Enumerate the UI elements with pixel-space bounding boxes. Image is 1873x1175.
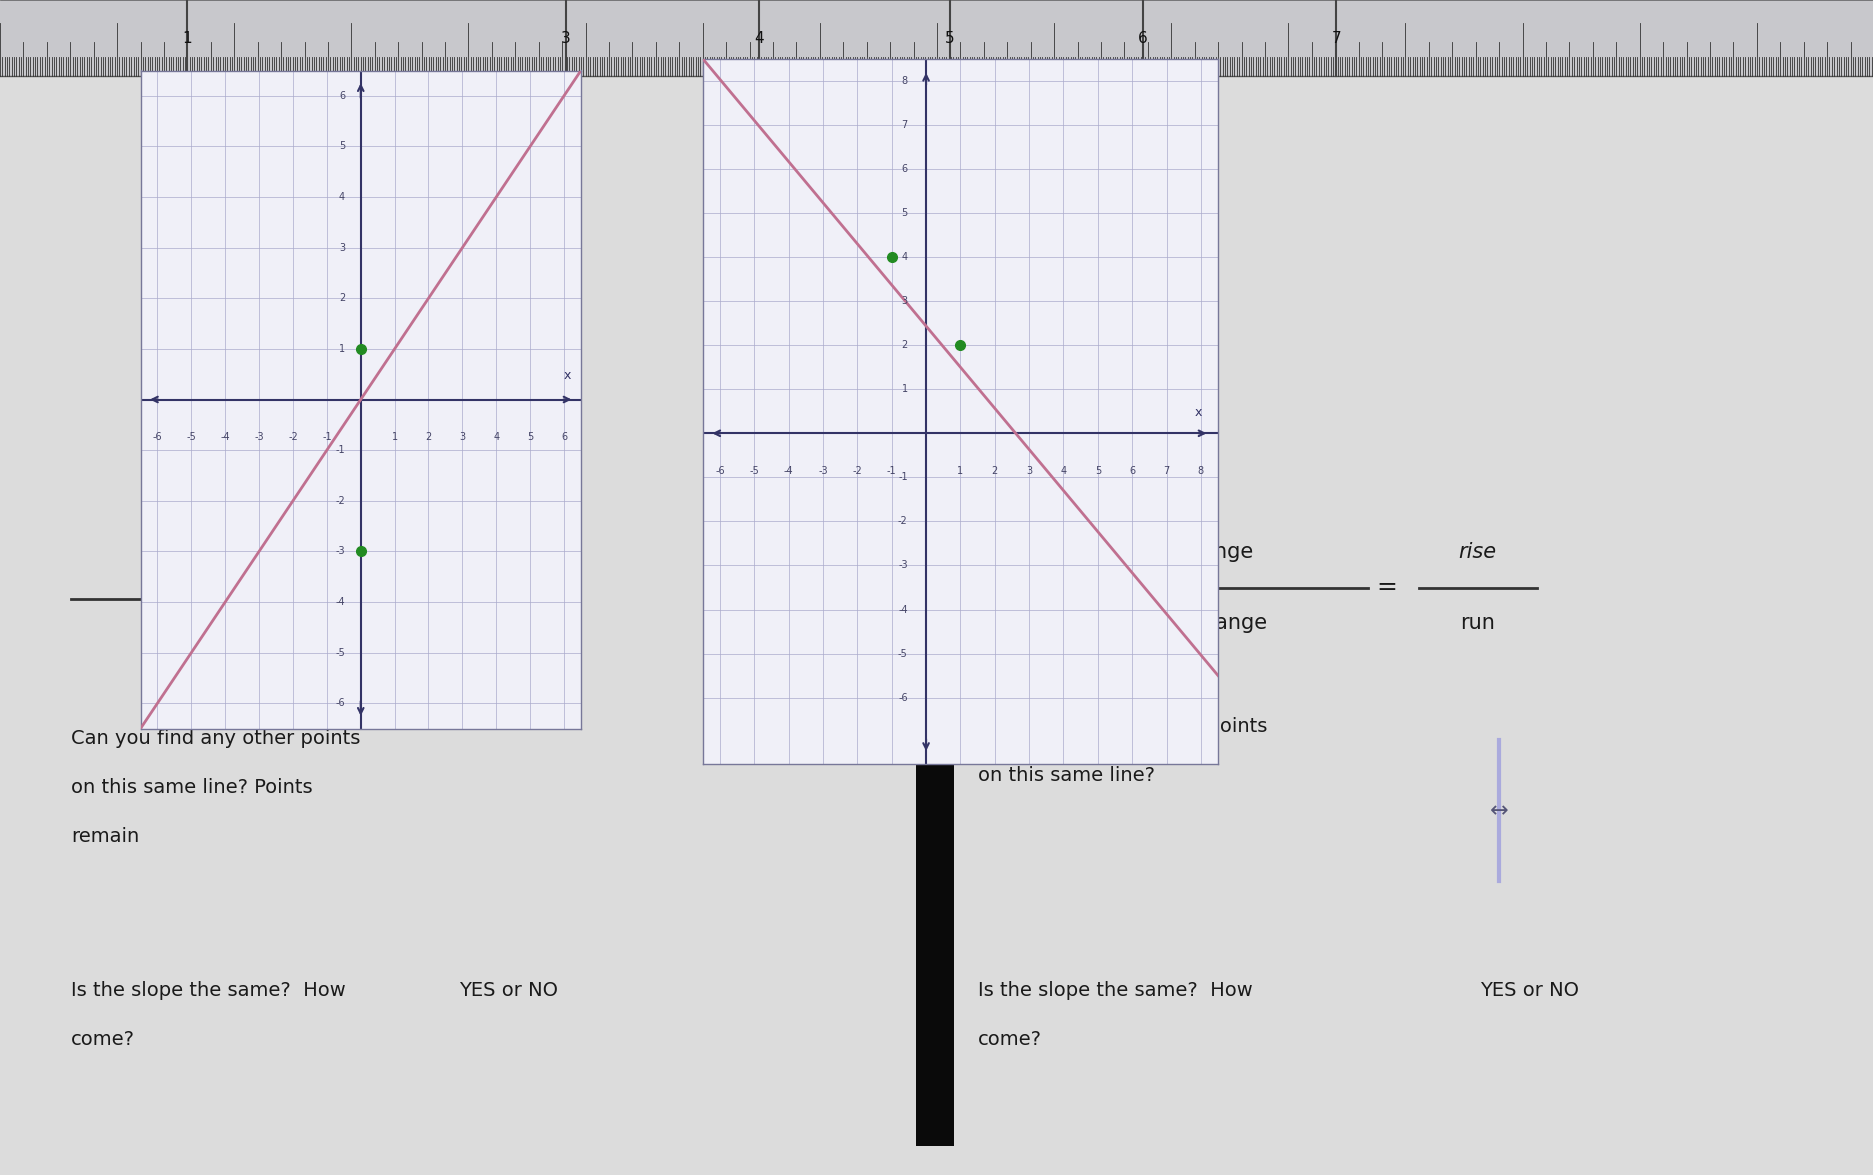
- Text: 6: 6: [1129, 466, 1135, 476]
- Text: run: run: [1459, 613, 1495, 633]
- Text: 4: 4: [1060, 466, 1066, 476]
- Text: 6: 6: [339, 90, 345, 101]
- Text: x: x: [1195, 405, 1201, 418]
- Text: 3: 3: [1026, 466, 1032, 476]
- Text: horizontal change: horizontal change: [1079, 613, 1266, 633]
- Text: Is the slope the same?  How: Is the slope the same? How: [978, 981, 1253, 1000]
- Text: -5: -5: [335, 647, 345, 658]
- Text: -2: -2: [335, 496, 345, 505]
- Text: -2: -2: [288, 432, 298, 443]
- Text: on this same line? Points: on this same line? Points: [71, 778, 313, 797]
- Text: -2: -2: [897, 516, 907, 526]
- Text: -1: -1: [322, 432, 332, 443]
- Text: 8: 8: [901, 75, 907, 86]
- Text: Can you find any other points: Can you find any other points: [71, 728, 360, 747]
- Text: 4: 4: [493, 432, 498, 443]
- Text: 5: 5: [526, 432, 534, 443]
- Text: 5: 5: [339, 141, 345, 152]
- Text: -2: -2: [852, 466, 862, 476]
- Text: YES or NO: YES or NO: [1480, 981, 1579, 1000]
- Text: -4: -4: [335, 597, 345, 607]
- Text: -4: -4: [897, 604, 907, 615]
- Text: 7: 7: [1330, 31, 1341, 46]
- Text: 4: 4: [339, 192, 345, 202]
- Text: remain: remain: [71, 827, 139, 846]
- Text: come?: come?: [71, 1030, 135, 1049]
- Text: =: =: [420, 588, 442, 611]
- Text: 3: 3: [339, 243, 345, 253]
- Text: -6: -6: [152, 432, 163, 443]
- Text: Can you find any other points: Can you find any other points: [978, 717, 1266, 736]
- Text: 3: 3: [459, 432, 465, 443]
- Text: 5: 5: [944, 31, 955, 46]
- Text: YES or NO: YES or NO: [459, 981, 558, 1000]
- Text: Is the slope the same?  How: Is the slope the same? How: [71, 981, 347, 1000]
- Text: -5: -5: [749, 466, 759, 476]
- Text: -5: -5: [897, 649, 907, 659]
- Text: 7: 7: [1163, 466, 1169, 476]
- Text: 1: 1: [339, 344, 345, 354]
- Text: 2: 2: [425, 432, 431, 443]
- Text: -3: -3: [335, 546, 345, 556]
- Text: -6: -6: [335, 698, 345, 709]
- Text: 1: 1: [957, 466, 963, 476]
- Text: -3: -3: [819, 466, 828, 476]
- Text: horizontal change: horizontal change: [148, 625, 335, 645]
- Text: 7: 7: [901, 120, 907, 130]
- Text: vertical change: vertical change: [1092, 542, 1253, 562]
- Text: -1: -1: [886, 466, 895, 476]
- Text: 6: 6: [560, 432, 568, 443]
- Text: -3: -3: [897, 560, 907, 571]
- Text: -5: -5: [187, 432, 197, 443]
- Bar: [0, 0, 1873, 76]
- Text: 2: 2: [339, 294, 345, 303]
- Text: run: run: [500, 625, 534, 645]
- Text: 4: 4: [901, 251, 907, 262]
- Text: 1: 1: [391, 432, 397, 443]
- Text: -4: -4: [221, 432, 230, 443]
- Text: -6: -6: [715, 466, 725, 476]
- Text: -4: -4: [783, 466, 792, 476]
- Text: come?: come?: [978, 1030, 1041, 1049]
- Text: -1: -1: [897, 472, 907, 483]
- Text: x: x: [564, 369, 571, 382]
- Text: =: =: [1375, 576, 1397, 599]
- Text: 2: 2: [901, 340, 907, 350]
- Text: 5: 5: [1094, 466, 1101, 476]
- Text: on this same line?: on this same line?: [978, 766, 1154, 785]
- Text: 6: 6: [1137, 31, 1148, 46]
- Text: 3: 3: [901, 296, 907, 307]
- Text: rise: rise: [1457, 542, 1497, 562]
- Bar: [916, 476, 953, 1146]
- Text: rise: rise: [498, 553, 536, 573]
- Text: 4: 4: [753, 31, 764, 46]
- Text: 2: 2: [991, 466, 998, 476]
- Text: ↔: ↔: [1489, 800, 1508, 821]
- Text: 1: 1: [182, 31, 193, 46]
- Text: 5: 5: [901, 208, 907, 219]
- Text: 3: 3: [560, 31, 571, 46]
- Text: 8: 8: [1197, 466, 1202, 476]
- Text: 6: 6: [901, 163, 907, 174]
- Text: -1: -1: [335, 445, 345, 455]
- Text: 1: 1: [901, 384, 907, 395]
- Text: -3: -3: [255, 432, 264, 443]
- Text: -6: -6: [897, 692, 907, 703]
- Text: vertical change: vertical change: [161, 553, 322, 573]
